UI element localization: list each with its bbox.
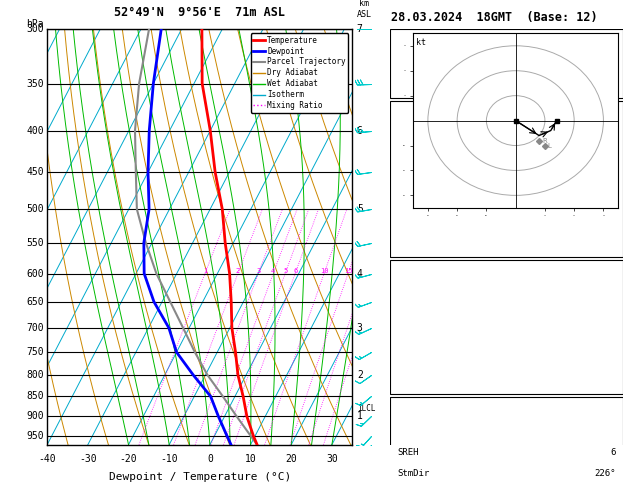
Text: EH: EH: [397, 426, 408, 435]
Text: 2: 2: [610, 332, 616, 341]
Legend: Temperature, Dewpoint, Parcel Trajectory, Dry Adiabat, Wet Adiabat, Isotherm, Mi: Temperature, Dewpoint, Parcel Trajectory…: [251, 33, 348, 113]
Text: 700: 700: [26, 323, 44, 333]
Text: 51: 51: [605, 56, 616, 65]
Text: Totals Totals: Totals Totals: [397, 56, 467, 65]
Text: 650: 650: [26, 297, 44, 307]
Text: 5: 5: [357, 204, 363, 214]
Text: 1: 1: [357, 412, 363, 421]
Text: 550: 550: [26, 238, 44, 248]
Text: 1: 1: [203, 268, 207, 274]
Text: 3: 3: [256, 268, 260, 274]
Text: 300: 300: [26, 24, 44, 34]
Text: 0: 0: [207, 454, 213, 464]
Text: 0: 0: [610, 375, 616, 384]
Text: kt: kt: [416, 38, 426, 47]
Text: 850: 850: [26, 391, 44, 401]
Text: -20: -20: [120, 454, 137, 464]
Text: 83: 83: [605, 217, 616, 226]
Text: 450: 450: [26, 167, 44, 177]
Text: 800: 800: [26, 370, 44, 380]
Text: 4: 4: [271, 268, 276, 274]
Text: 350: 350: [26, 79, 44, 88]
Text: CAPE (J): CAPE (J): [397, 217, 440, 226]
Text: K: K: [397, 34, 403, 43]
Text: -30: -30: [79, 454, 97, 464]
Text: -17: -17: [599, 426, 616, 435]
Text: Hodograph: Hodograph: [482, 402, 530, 411]
Text: R: R: [542, 138, 547, 143]
Text: 2: 2: [236, 268, 240, 274]
Bar: [390, 260, 623, 394]
Text: 10: 10: [320, 268, 328, 274]
Text: 950: 950: [26, 431, 44, 440]
Text: 600: 600: [26, 269, 44, 278]
Text: 226°: 226°: [594, 469, 616, 478]
Text: Pressure (mb): Pressure (mb): [397, 289, 467, 298]
Text: Dewpoint / Temperature (°C): Dewpoint / Temperature (°C): [109, 472, 291, 482]
Text: CIN (J): CIN (J): [397, 375, 435, 384]
Text: CIN (J): CIN (J): [397, 238, 435, 247]
Text: θₑ(K): θₑ(K): [397, 174, 424, 182]
Text: Lifted Index: Lifted Index: [397, 195, 462, 204]
Bar: [390, 102, 623, 257]
Text: 52°49'N  9°56'E  71m ASL: 52°49'N 9°56'E 71m ASL: [114, 6, 285, 19]
Text: 23: 23: [605, 34, 616, 43]
Text: 900: 900: [26, 412, 44, 421]
Text: 6: 6: [293, 268, 298, 274]
Text: 30: 30: [326, 454, 338, 464]
Text: 15: 15: [344, 268, 352, 274]
Text: 500: 500: [26, 204, 44, 214]
Text: 302: 302: [599, 174, 616, 182]
Text: 0: 0: [610, 238, 616, 247]
Text: CAPE (J): CAPE (J): [397, 354, 440, 363]
Text: 400: 400: [26, 125, 44, 136]
Text: 2: 2: [610, 195, 616, 204]
Text: © weatheronline.co.uk: © weatheronline.co.uk: [454, 432, 559, 440]
Text: Dewp (°C): Dewp (°C): [397, 152, 445, 161]
Text: 4: 4: [357, 269, 363, 278]
Text: Lifted Index: Lifted Index: [397, 332, 462, 341]
Text: 977: 977: [599, 289, 616, 298]
Text: θₑ (K): θₑ (K): [397, 311, 429, 320]
Text: Most Unstable: Most Unstable: [471, 265, 542, 274]
Text: 83: 83: [605, 354, 616, 363]
Text: 302: 302: [599, 311, 616, 320]
Text: SREH: SREH: [397, 448, 418, 457]
Text: 11.6: 11.6: [594, 130, 616, 139]
Text: 750: 750: [26, 347, 44, 357]
Text: 5: 5: [283, 268, 287, 274]
Text: 2: 2: [357, 370, 363, 380]
Text: 1LCL: 1LCL: [357, 404, 376, 413]
Text: 6: 6: [610, 448, 616, 457]
Text: 20: 20: [286, 454, 297, 464]
Text: 3: 3: [357, 323, 363, 333]
Text: -40: -40: [38, 454, 56, 464]
Bar: [390, 29, 623, 98]
Text: Surface: Surface: [487, 106, 525, 116]
Text: 5.2: 5.2: [599, 152, 616, 161]
Text: -10: -10: [160, 454, 178, 464]
Text: km
ASL: km ASL: [357, 0, 372, 19]
Text: 6: 6: [357, 125, 363, 136]
Text: 10: 10: [245, 454, 257, 464]
Bar: [390, 398, 623, 486]
Text: 7: 7: [357, 24, 363, 34]
Text: 1.48: 1.48: [594, 77, 616, 87]
Text: L: L: [548, 142, 552, 149]
Text: 28.03.2024  18GMT  (Base: 12): 28.03.2024 18GMT (Base: 12): [391, 11, 598, 24]
Text: hPa: hPa: [26, 19, 43, 29]
Text: PW (cm): PW (cm): [397, 77, 435, 87]
Text: Temp (°C): Temp (°C): [397, 130, 445, 139]
Text: StmDir: StmDir: [397, 469, 429, 478]
